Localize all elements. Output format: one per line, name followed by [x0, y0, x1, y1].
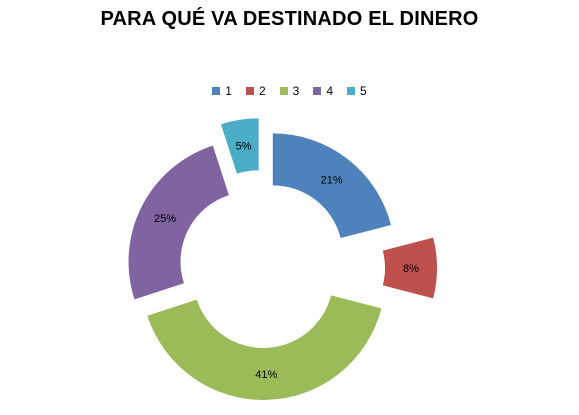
- slice-label-3: 41%: [255, 369, 277, 381]
- legend-swatch-5: [347, 87, 356, 95]
- slice-label-1: 21%: [321, 175, 343, 187]
- legend-item-5: 5: [347, 84, 367, 98]
- legend-label-3: 3: [292, 84, 300, 98]
- donut-slice-2: [382, 237, 438, 299]
- legend-label-4: 4: [326, 84, 334, 98]
- donut-slice-1: [272, 133, 391, 238]
- slice-label-2: 8%: [403, 263, 419, 275]
- legend-item-3: 3: [279, 84, 300, 98]
- legend-item-2: 2: [245, 84, 266, 98]
- legend-swatch-2: [245, 87, 254, 95]
- legend-swatch-1: [212, 87, 221, 95]
- chart-title: PARA QUÉ VA DESTINADO EL DINERO: [100, 8, 479, 30]
- legend-label-1: 1: [225, 84, 232, 98]
- legend-item-4: 4: [313, 84, 333, 98]
- donut-slice-5: [220, 118, 259, 174]
- donut-slice-4: [128, 145, 229, 300]
- slice-label-4: 25%: [154, 213, 176, 225]
- legend-label-2: 2: [258, 84, 266, 98]
- legend-swatch-3: [279, 87, 288, 95]
- legend-swatch-4: [313, 87, 322, 95]
- donut-slice-3: [147, 295, 382, 400]
- legend-label-5: 5: [360, 84, 367, 98]
- chart-legend: 1 2 3 4 5: [0, 84, 579, 98]
- slice-label-5: 5%: [236, 141, 252, 153]
- legend-item-1: 1: [212, 84, 232, 98]
